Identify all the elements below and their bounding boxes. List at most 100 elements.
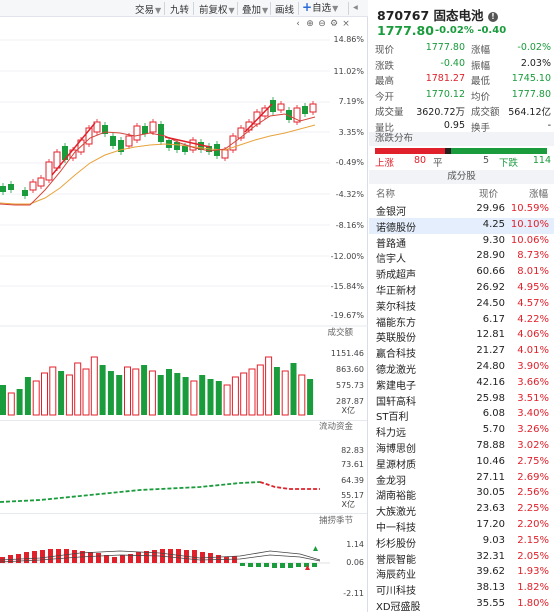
candle: [45, 161, 53, 181]
volume-bars[interactable]: [0, 335, 330, 420]
constituent-row[interactable]: 普路通 9.30 10.06%: [376, 234, 549, 250]
candle: [22, 190, 28, 196]
candles: [0, 97, 317, 199]
macd-axis-label: 0.06: [346, 558, 364, 567]
volume-bar: [207, 379, 214, 415]
price-axis-label: 14.86%: [333, 35, 364, 44]
collapse-arrow-icon[interactable]: ◂: [353, 2, 358, 13]
volume-bar: [141, 365, 148, 415]
constituent-row[interactable]: XD冠盛股 35.55 1.80%: [376, 598, 549, 613]
close-icon[interactable]: ×: [342, 19, 350, 29]
plus-icon: +: [302, 0, 313, 14]
plus-circle-icon[interactable]: ⊕: [306, 19, 314, 29]
constituents-header: 成分股: [369, 170, 554, 184]
volume-axis-label: 575.73: [336, 381, 364, 390]
macd-bar: [48, 549, 53, 563]
overlay-menu[interactable]: 叠加▼: [242, 5, 269, 16]
volume-bar: [49, 366, 57, 416]
sell-arrow-icon: [313, 546, 318, 551]
volume-bar: [58, 371, 65, 415]
price-axis-label: 3.35%: [338, 128, 364, 137]
distribution-bar: [375, 148, 547, 154]
constituent-row[interactable]: 诺德股份 4.25 10.10%: [369, 217, 554, 234]
volume-panel-title: 成交额: [327, 328, 353, 338]
candle: [286, 110, 292, 120]
candle: [142, 126, 148, 134]
constituent-row[interactable]: ST百利 6.08 3.40%: [376, 408, 549, 424]
constituent-row[interactable]: 金龙羽 27.11 2.69%: [376, 471, 549, 487]
adjust-menu[interactable]: 前复权▼: [199, 5, 235, 16]
constituent-row[interactable]: 中一科技 17.20 2.20%: [376, 519, 549, 534]
macd-bar: [208, 553, 213, 563]
left-arrow-icon[interactable]: ‹: [296, 19, 300, 29]
constituent-row[interactable]: 可川科技 38.13 1.82%: [376, 582, 549, 598]
macd-bar: [24, 552, 29, 563]
gear-icon[interactable]: ⚙: [329, 19, 339, 29]
draw-line-button[interactable]: 画线: [275, 5, 295, 16]
constituent-row[interactable]: 信宇人 28.90 8.73%: [376, 250, 549, 266]
constituent-row[interactable]: 海辰药业 39.62 1.93%: [376, 566, 549, 582]
constituent-row[interactable]: 骄成超声 60.66 8.01%: [376, 266, 549, 282]
quote-row: 现价 1777.80 涨幅 -0.02%: [375, 42, 551, 56]
volume-bar: [65, 374, 73, 416]
candle: [293, 107, 301, 123]
volume-bar: [223, 384, 231, 416]
volume-bar: [307, 379, 314, 415]
macd-bar: [224, 557, 229, 563]
constituent-row[interactable]: 科力远 5.70 3.26%: [376, 424, 549, 440]
constituent-row[interactable]: 杉杉股份 9.03 2.15%: [376, 534, 549, 550]
candlestick-chart[interactable]: [0, 0, 368, 612]
distribution-labels: 上涨 80 平 5 下跌 114: [375, 155, 551, 169]
constituent-row[interactable]: 星源材质 10.46 2.75%: [376, 455, 549, 471]
constituent-row[interactable]: 紫建电子 42.16 3.66%: [376, 376, 549, 392]
minus-circle-icon[interactable]: ⊖: [318, 19, 326, 29]
flow-line-chart[interactable]: [0, 430, 330, 514]
macd-axis-label: 1.14: [346, 540, 364, 549]
candle: [309, 103, 317, 113]
volume-bar: [24, 377, 31, 415]
constituent-row[interactable]: 金银河 29.96 10.59%: [376, 203, 549, 218]
volume-bar: [107, 371, 114, 415]
add-watchlist-button[interactable]: +自选▼: [302, 0, 339, 14]
constituent-row[interactable]: 华正新材 26.92 4.95%: [376, 282, 549, 297]
volume-bar: [199, 375, 206, 415]
info-icon[interactable]: !: [487, 12, 498, 22]
macd-bar: [312, 563, 317, 567]
volume-bar: [0, 385, 6, 415]
macd-axis-label: -2.11: [343, 589, 364, 598]
candle: [133, 125, 141, 141]
chart-area[interactable]: 交易▼ 九转 前复权▼ 叠加▼ 画线 +自选▼ ◂ ‹ ⊕ ⊖ ⚙ × 14.86% 1…: [0, 0, 368, 612]
macd-bar: [64, 549, 69, 563]
macd-bar: [104, 555, 109, 563]
constituent-row[interactable]: 誉辰智能 32.31 2.05%: [376, 550, 549, 566]
price-change: -0.02% -0.40: [435, 25, 507, 36]
trade-menu[interactable]: 交易▼: [135, 5, 162, 16]
constituent-row[interactable]: 德龙激光 24.80 3.90%: [376, 361, 549, 376]
constituent-row[interactable]: 湖南裕能 30.05 2.56%: [376, 487, 549, 503]
nine-turn-button[interactable]: 九转: [170, 5, 190, 16]
candle: [182, 146, 188, 152]
constituent-row[interactable]: 莱尔科技 24.50 4.57%: [376, 297, 549, 313]
constituent-row[interactable]: 赢合科技 21.27 4.01%: [376, 345, 549, 361]
index-title: 870767 固态电池 !: [377, 5, 498, 24]
constituent-row[interactable]: 国轩高科 25.98 3.51%: [376, 392, 549, 408]
macd-bar: [176, 549, 181, 563]
macd-chart[interactable]: [0, 520, 330, 612]
constituent-row[interactable]: 大族激光 23.63 2.25%: [376, 503, 549, 519]
quote-row: 今开 1770.12 均价 1777.80: [375, 88, 551, 103]
current-price: 1777.80: [377, 23, 434, 38]
candle: [118, 140, 124, 152]
macd-bar: [88, 552, 93, 563]
constituent-row[interactable]: 福能东方 6.17 4.22%: [376, 313, 549, 329]
volume-bar: [124, 366, 131, 416]
macd-bar: [72, 550, 77, 563]
flow-axis-label: 64.39: [341, 476, 364, 485]
constituent-row[interactable]: 海博思创 78.88 3.02%: [376, 440, 549, 455]
macd-bar: [112, 557, 117, 563]
volume-axis-label: 287.87: [336, 397, 364, 406]
volume-axis-label: 1151.46: [330, 349, 364, 358]
quote-row: 涨跌 -0.40 振幅 2.03%: [375, 57, 551, 72]
candle: [37, 177, 45, 187]
constituent-row[interactable]: 英联股份 12.81 4.06%: [376, 329, 549, 345]
volume-bar: [240, 372, 248, 416]
